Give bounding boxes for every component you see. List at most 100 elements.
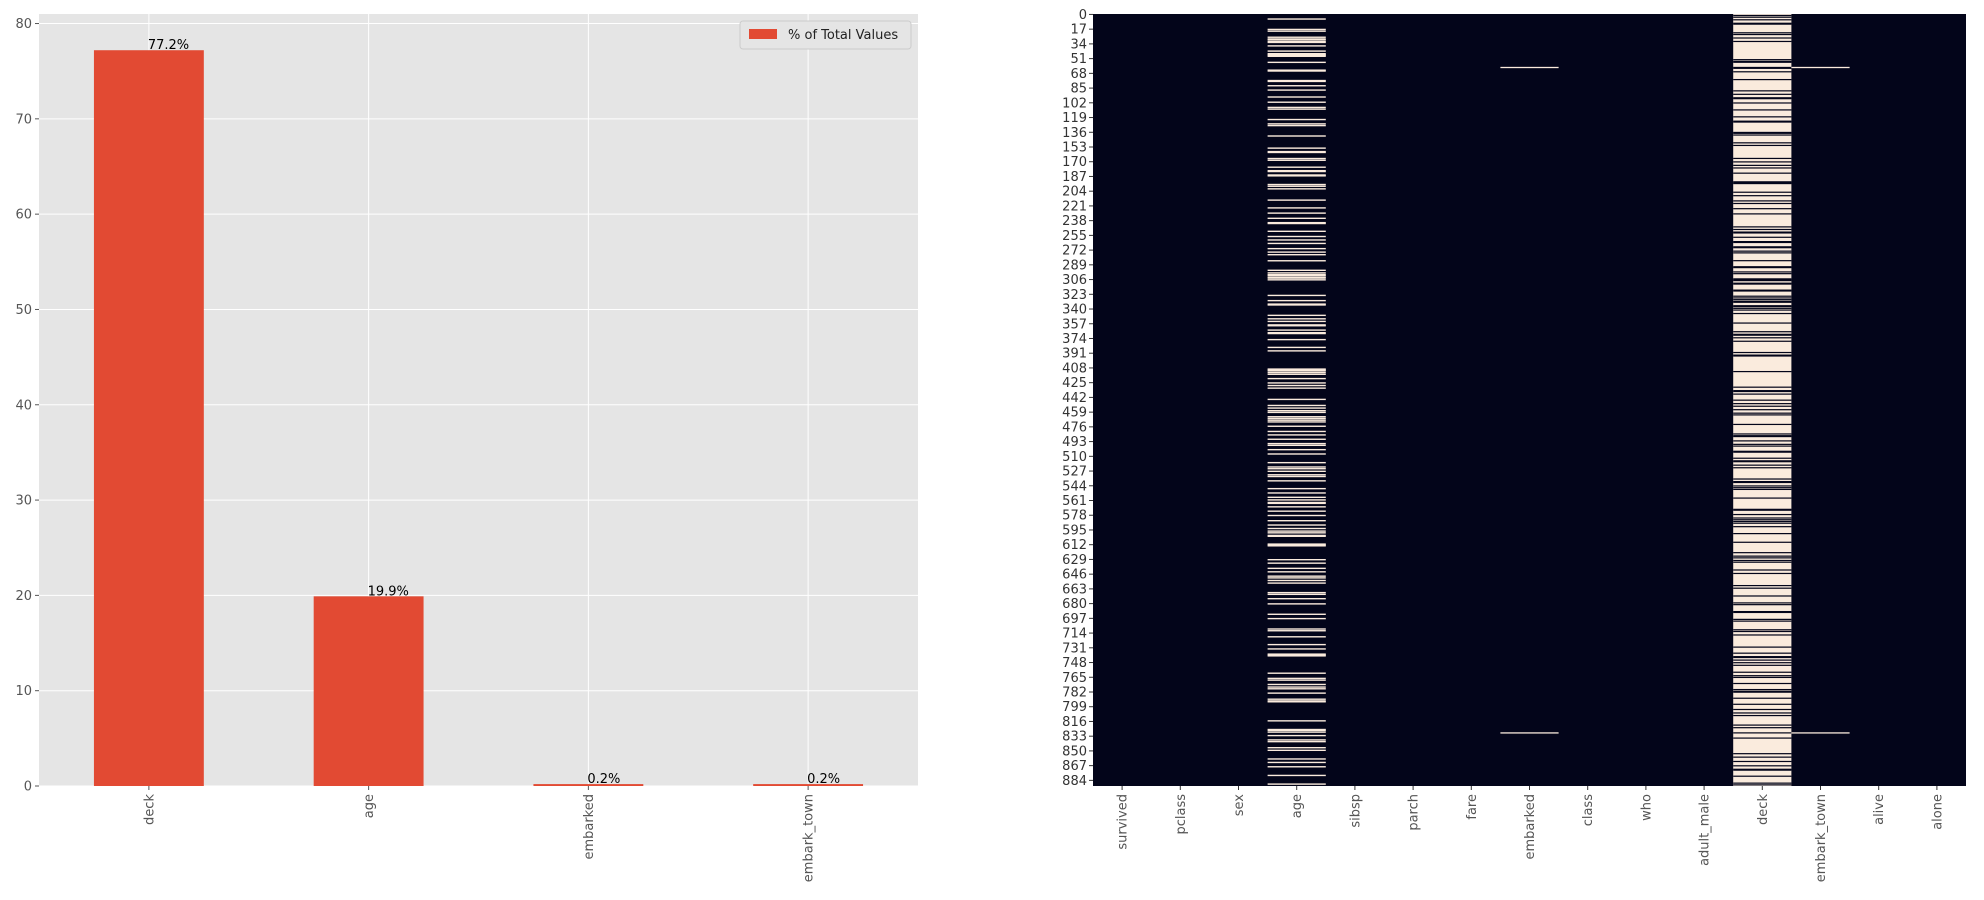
heatmap-present-cell [1733,652,1792,654]
heatmap-missing-cell [1267,527,1326,530]
heatmap-missing-cell [1267,783,1326,785]
heatmap-present-cell [1733,714,1792,717]
heatmap-xtick-label: sex [1232,794,1247,817]
heatmap-missing-cell [1267,166,1326,168]
heatmap-missing-cell [1267,442,1326,445]
heatmap-missing-cell [1267,655,1326,657]
heatmap-missing-cell [1267,247,1326,250]
heatmap-missing-cell [1267,453,1326,455]
heatmap-present-cell [1733,688,1792,691]
heatmap-ytick-label: 136 [1062,126,1087,141]
heatmap-missing-cell [1267,643,1326,646]
heatmap-present-cell [1733,120,1792,122]
heatmap-xtick-label: alone [1930,794,1945,830]
heatmap-missing-cell [1267,575,1326,577]
heatmap-present-cell [1733,340,1792,342]
heatmap-present-cell [1733,297,1792,299]
heatmap-missing-cell [1267,53,1326,56]
heatmap-missing-cell [1267,766,1326,768]
heatmap-missing-cell [1267,466,1326,468]
heatmap-present-cell [1733,172,1792,174]
heatmap-present-cell [1733,423,1792,426]
heatmap-present-cell [1733,557,1792,559]
bar-data-label: 77.2% [148,38,189,53]
heatmap-present-cell [1733,671,1792,673]
heatmap-present-cell [1733,208,1792,210]
heatmap-present-cell [1733,708,1792,711]
heatmap-xtick-label: survived [1116,794,1131,850]
heatmap-present-cell [1733,355,1792,357]
heatmap-xtick-label: class [1581,794,1596,826]
heatmap-missing-cell [1267,720,1326,722]
heatmap-xtick-label: age [1290,794,1305,818]
heatmap-ytick-label: 595 [1062,523,1087,538]
heatmap-missing-cell [1267,260,1326,262]
heatmap-missing-cell [1267,45,1326,47]
heatmap-present-cell [1733,390,1792,393]
heatmap-ytick-label: 391 [1062,347,1087,362]
heatmap-present-cell [1733,236,1792,238]
heatmap-missing-cell [1267,170,1326,173]
heatmap-present-cell [1733,611,1792,614]
heatmap-present-cell [1733,497,1792,499]
bar-legend-box [739,20,912,50]
heatmap-present-cell [1733,134,1792,136]
heatmap-missing-cell [1267,269,1326,272]
bar-embarked [533,784,644,786]
heatmap-present-cell [1733,412,1792,414]
heatmap-present-cell [1733,450,1792,452]
heatmap-missing-cell [1267,69,1326,71]
heatmap-missing-cell [1267,700,1326,702]
heatmap-missing-cell [1267,535,1326,537]
heatmap-missing-cell [1267,230,1326,233]
heatmap-missing-cell [1267,329,1326,331]
heatmap-missing-cell [1267,731,1326,733]
heatmap-missing-cell [1267,416,1326,418]
heatmap-ytick-label: 187 [1062,170,1087,185]
heatmap-present-cell [1733,784,1792,786]
heatmap-missing-cell [1267,368,1326,370]
heatmap-missing-cell [1267,404,1326,407]
heatmap-present-cell [1733,312,1792,315]
heatmap-ytick-label: 85 [1070,82,1087,97]
heatmap-missing-cell [1267,318,1326,320]
heatmap-missing-cell [1267,274,1326,277]
bar-ytick-label: 80 [15,17,32,32]
heatmap-missing-cell [1267,185,1326,187]
heatmap-present-cell [1733,561,1792,563]
heatmap-missing-cell [1267,701,1326,703]
bar-ytick-label: 0 [24,780,32,795]
heatmap-present-cell [1733,19,1792,21]
heatmap-present-cell [1733,676,1792,679]
heatmap-ytick-label: 272 [1062,244,1087,259]
heatmap-present-cell [1733,102,1792,104]
heatmap-missing-cell [1267,369,1326,371]
heatmap-ytick-label: 867 [1062,759,1087,774]
heatmap-present-cell [1733,630,1792,633]
heatmap-missing-cell [1267,739,1326,741]
heatmap-present-cell [1733,22,1792,24]
bar-xtick-label: embarked [582,794,597,860]
heatmap-present-cell [1733,595,1792,597]
heatmap-present-cell [1733,464,1792,466]
heatmap-present-cell [1733,602,1792,604]
heatmap-missing-cell [1267,346,1326,349]
heatmap-ytick-label: 476 [1062,420,1087,435]
heatmap-present-cell [1733,241,1792,243]
heatmap-present-cell [1733,724,1792,726]
bar-xtick-label: age [362,794,377,818]
heatmap-present-cell [1733,282,1792,284]
heatmap-present-cell [1733,90,1792,92]
heatmap-missing-cell [1267,221,1326,224]
heatmap-missing-cell [1267,54,1326,57]
heatmap-missing-cell [1267,272,1326,274]
heatmap-missing-cell [1791,66,1850,69]
heatmap-ytick-label: 153 [1062,140,1087,155]
heatmap-missing-cell [1267,199,1326,201]
heatmap-present-cell [1733,300,1792,303]
heatmap-missing-cell [1267,36,1326,38]
heatmap-present-cell [1733,646,1792,648]
heatmap-missing-cell [1267,382,1326,384]
heatmap-present-cell [1733,541,1792,543]
heatmap-missing-cell [1267,169,1326,172]
